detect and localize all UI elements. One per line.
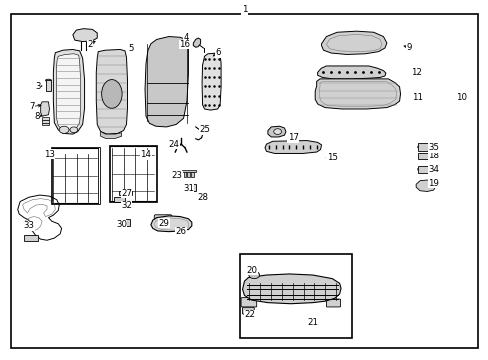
Polygon shape: [53, 49, 84, 134]
Bar: [51, 147, 100, 204]
Text: 32: 32: [121, 201, 132, 210]
Polygon shape: [56, 54, 81, 130]
Ellipse shape: [248, 271, 259, 279]
FancyBboxPatch shape: [154, 215, 171, 221]
Bar: [45, 80, 51, 91]
Text: 20: 20: [246, 266, 257, 275]
Text: 28: 28: [197, 193, 208, 202]
Bar: [196, 192, 207, 199]
Circle shape: [59, 126, 69, 134]
Text: 2: 2: [87, 40, 93, 49]
Bar: [24, 234, 38, 241]
Text: 27: 27: [121, 189, 132, 198]
Bar: [417, 143, 435, 150]
Bar: [191, 172, 194, 177]
Bar: [417, 153, 435, 159]
Text: 35: 35: [427, 143, 438, 152]
FancyBboxPatch shape: [326, 299, 340, 307]
Bar: [187, 172, 190, 177]
Polygon shape: [151, 216, 191, 231]
Circle shape: [70, 127, 78, 133]
Polygon shape: [41, 102, 49, 116]
Text: 18: 18: [427, 151, 438, 160]
Polygon shape: [96, 49, 127, 134]
Polygon shape: [267, 126, 285, 137]
Text: 8: 8: [35, 112, 40, 121]
Polygon shape: [315, 79, 400, 109]
Text: 17: 17: [287, 133, 298, 142]
Text: 24: 24: [168, 140, 179, 149]
Bar: [182, 170, 195, 172]
Text: 23: 23: [171, 171, 183, 180]
Polygon shape: [193, 38, 200, 47]
Bar: [188, 184, 196, 192]
Polygon shape: [101, 132, 122, 138]
Ellipse shape: [102, 80, 122, 108]
Text: 14: 14: [140, 150, 151, 159]
Polygon shape: [242, 274, 340, 304]
Text: 21: 21: [306, 318, 318, 327]
Text: 29: 29: [158, 219, 169, 228]
Text: 33: 33: [23, 221, 35, 230]
Text: 26: 26: [175, 228, 186, 237]
Bar: [183, 172, 186, 177]
Text: 13: 13: [44, 150, 55, 159]
Text: 9: 9: [406, 43, 411, 52]
Polygon shape: [145, 37, 188, 127]
Text: 30: 30: [116, 220, 127, 229]
Text: 31: 31: [183, 184, 194, 193]
Text: 34: 34: [427, 166, 438, 175]
Bar: [42, 123, 49, 126]
Polygon shape: [415, 180, 435, 192]
Bar: [109, 145, 157, 202]
Text: 16: 16: [179, 40, 190, 49]
Text: 25: 25: [199, 125, 209, 134]
Polygon shape: [317, 66, 385, 79]
Polygon shape: [73, 29, 97, 41]
Text: 7: 7: [30, 102, 35, 111]
Text: 11: 11: [411, 93, 422, 102]
Text: 6: 6: [215, 48, 220, 57]
FancyBboxPatch shape: [241, 298, 256, 307]
Bar: [42, 117, 49, 120]
Bar: [239, 253, 351, 338]
Text: 10: 10: [455, 93, 466, 102]
Text: 3: 3: [36, 82, 41, 91]
Text: 4: 4: [183, 33, 188, 42]
Text: 1: 1: [241, 5, 247, 14]
Text: 15: 15: [326, 153, 337, 162]
Text: 5: 5: [128, 44, 134, 53]
Polygon shape: [202, 53, 221, 110]
Text: 22: 22: [244, 310, 254, 319]
Circle shape: [417, 145, 422, 149]
Bar: [417, 166, 435, 173]
Circle shape: [273, 129, 281, 134]
Polygon shape: [264, 140, 321, 153]
Polygon shape: [321, 31, 386, 54]
FancyBboxPatch shape: [242, 307, 254, 314]
Bar: [42, 120, 49, 123]
Ellipse shape: [45, 79, 51, 81]
Text: 19: 19: [427, 179, 438, 188]
Circle shape: [417, 167, 422, 171]
Bar: [126, 220, 130, 226]
Bar: [114, 197, 124, 202]
Text: 12: 12: [410, 68, 421, 77]
Bar: [119, 192, 132, 195]
